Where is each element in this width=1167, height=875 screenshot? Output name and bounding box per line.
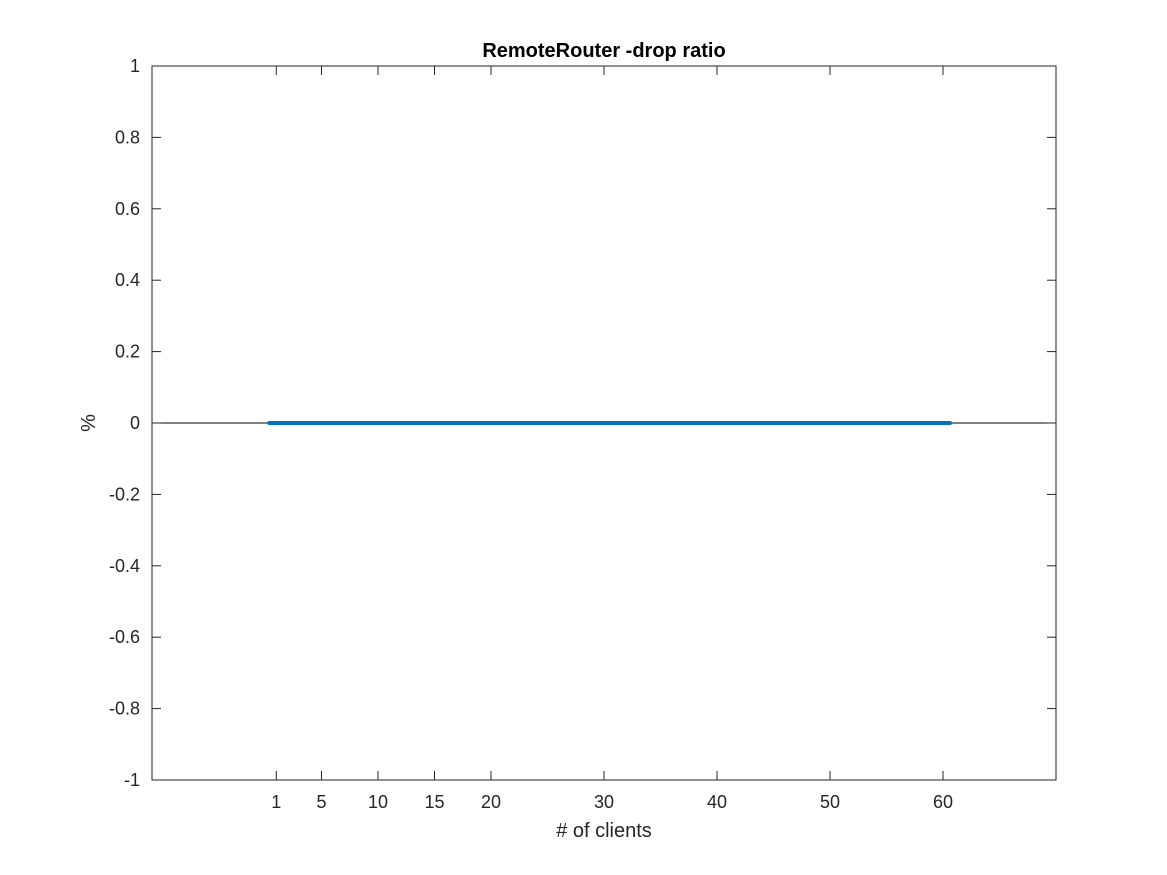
- y-tick-label: 0.4: [115, 270, 140, 290]
- x-tick-label: 50: [820, 792, 840, 812]
- x-tick-label: 60: [933, 792, 953, 812]
- y-tick-label: -0.4: [109, 556, 140, 576]
- y-tick-label: 0.8: [115, 127, 140, 147]
- y-tick-label: 1: [130, 56, 140, 76]
- chart-title: RemoteRouter -drop ratio: [482, 40, 725, 62]
- x-tick-label: 30: [594, 792, 614, 812]
- x-tick-label: 1: [271, 792, 281, 812]
- x-tick-label: 40: [707, 792, 727, 812]
- y-tick-label: -0.2: [109, 484, 140, 504]
- y-axis-label: %: [78, 414, 100, 432]
- plot-area-border: [151, 65, 1057, 781]
- x-tick-label: 10: [368, 792, 388, 812]
- y-tick-label: -1: [124, 770, 140, 790]
- y-tick-label: 0: [130, 413, 140, 433]
- x-tick-label: 20: [481, 792, 501, 812]
- x-tick-label: 5: [316, 792, 326, 812]
- y-tick-label: 0.6: [115, 199, 140, 219]
- ticks-layer: 1 5 10 15 20 30 40 50 60-1-0.8-0.6-0.4-0.200.20.…: [109, 56, 1056, 812]
- y-tick-label: 0.2: [115, 342, 140, 362]
- x-axis-label: # of clients: [556, 820, 652, 842]
- x-tick-label: 15: [424, 792, 444, 812]
- y-tick-label: -0.8: [109, 699, 140, 719]
- y-tick-label: -0.6: [109, 627, 140, 647]
